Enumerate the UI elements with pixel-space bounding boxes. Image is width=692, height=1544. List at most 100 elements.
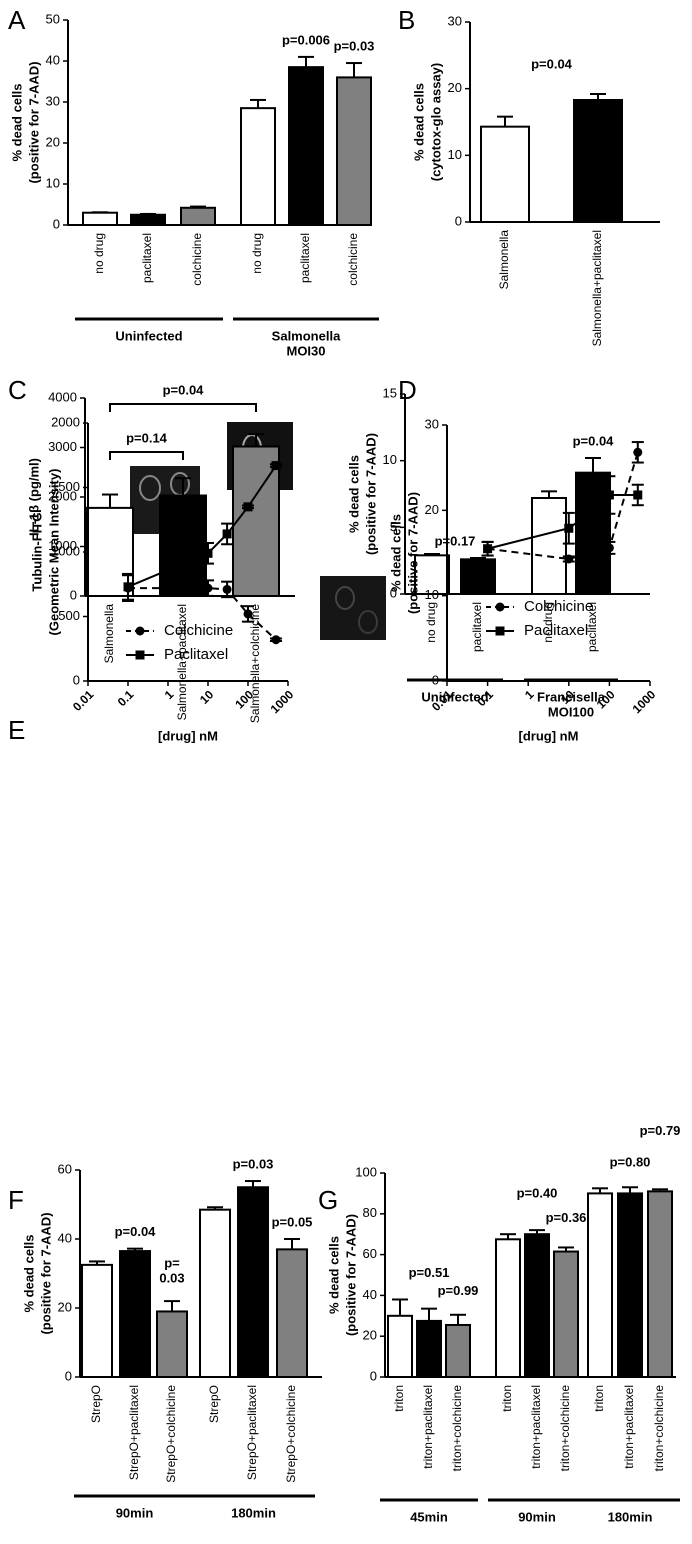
- bar: [495, 1238, 521, 1379]
- y-tick-label: 40: [46, 52, 60, 67]
- category-label: no drug: [250, 233, 264, 274]
- y-tick-label: 30: [448, 13, 462, 28]
- y-tick-label: 1500: [51, 479, 80, 494]
- y-axis-label: % dead cells: [388, 514, 403, 592]
- group-label: Uninfected: [115, 328, 182, 343]
- marker: [564, 523, 574, 533]
- x-axis-label: [drug] nM: [519, 728, 579, 743]
- bar: [82, 211, 118, 226]
- bar: [288, 66, 324, 227]
- group-label: 45min: [410, 1509, 448, 1524]
- p-value: p=0.80: [610, 1155, 651, 1170]
- bar: [276, 1248, 308, 1378]
- bar: [460, 558, 496, 595]
- group-label: 90min: [116, 1505, 154, 1520]
- group-label: 90min: [518, 1509, 556, 1524]
- group-label: MOI30: [286, 343, 325, 358]
- category-label: StrepO+colchicine: [284, 1385, 298, 1483]
- y-tick-label: 0: [53, 216, 60, 231]
- y-axis-label: (positive for 7-AAD): [343, 1214, 358, 1336]
- p-value: p=0.04: [115, 1224, 157, 1239]
- category-label: triton+paclitaxel: [529, 1385, 543, 1469]
- p-value: p=0.05: [272, 1214, 313, 1229]
- x-tick-label: 1000: [268, 687, 297, 716]
- y-axis-label: % dead cells: [346, 455, 361, 533]
- marker: [495, 602, 505, 612]
- p-value: p=0.17: [435, 533, 476, 548]
- y-tick-label: 15: [383, 385, 397, 400]
- bar: [240, 107, 276, 226]
- y-tick-label: 3000: [48, 439, 77, 454]
- marker: [222, 584, 232, 594]
- bar: [524, 1233, 550, 1378]
- y-tick-label: 20: [58, 1299, 72, 1314]
- marker: [633, 447, 643, 457]
- y-axis-label: % dead cells: [9, 83, 24, 161]
- marker: [271, 461, 281, 471]
- panel-letter: G: [318, 1185, 338, 1215]
- y-axis-label: (positive for 7-AAD): [405, 492, 420, 614]
- y-tick-label: 50: [46, 11, 60, 26]
- p-value: p=0.40: [517, 1186, 558, 1201]
- category-label: triton+paclitaxel: [421, 1385, 435, 1469]
- x-tick-label: 0.01: [70, 687, 97, 714]
- comparison-bracket: [109, 451, 184, 460]
- bar: [480, 125, 530, 223]
- y-tick-label: 100: [355, 1164, 377, 1179]
- marker: [564, 554, 574, 564]
- y-axis-label: (cytotox-glo assay): [428, 63, 443, 181]
- y-tick-label: 1000: [48, 538, 77, 553]
- category-label: triton+colchicine: [558, 1385, 572, 1472]
- marker: [203, 548, 213, 558]
- bar: [336, 76, 372, 227]
- category-label: Salmonella: [497, 230, 511, 290]
- y-axis-label: (positive for 7-AAD): [363, 433, 378, 555]
- y-axis-label: % dead cells: [326, 1236, 341, 1314]
- legend-label: Colchicine: [524, 598, 593, 615]
- bar: [617, 1192, 643, 1379]
- panel-letter: F: [8, 1185, 24, 1215]
- y-axis-label: Tubulin-FITC: [29, 512, 44, 592]
- y-tick-label: 0: [73, 672, 80, 687]
- y-tick-label: 60: [363, 1246, 377, 1261]
- marker: [123, 582, 133, 592]
- y-tick-label: 0: [370, 1368, 377, 1383]
- x-tick-label: 10: [197, 687, 217, 707]
- category-label: Salmonella+paclitaxel: [590, 230, 604, 346]
- y-tick-label: 5: [390, 519, 397, 534]
- bar: [573, 99, 623, 223]
- group-label: 180min: [231, 1505, 276, 1520]
- category-label: triton+colchicine: [652, 1385, 666, 1472]
- bar: [553, 1250, 579, 1379]
- x-tick-label: 0.1: [115, 687, 137, 709]
- p-value: p=0.04: [163, 382, 205, 397]
- category-label: paclitaxel: [298, 233, 312, 283]
- y-tick-label: 0: [65, 1368, 72, 1383]
- y-axis-label: (Geometric Mean Intensity): [46, 469, 61, 636]
- y-axis-label: IL-1β (pg/ml): [26, 458, 41, 536]
- x-axis-label: [drug] nM: [158, 728, 218, 743]
- group-label: Salmonella: [272, 328, 341, 343]
- bar: [445, 1323, 471, 1378]
- marker: [604, 490, 614, 500]
- category-label: colchicine: [346, 233, 360, 286]
- y-tick-label: 0: [455, 213, 462, 228]
- y-tick-label: 30: [425, 416, 439, 431]
- y-tick-label: 4000: [48, 389, 77, 404]
- bar: [237, 1186, 269, 1378]
- y-tick-label: 20: [448, 80, 462, 95]
- category-label: triton: [392, 1385, 406, 1412]
- cell: [335, 586, 355, 610]
- y-axis-label: % dead cells: [21, 1234, 36, 1312]
- y-tick-label: 0: [432, 672, 439, 687]
- marker: [203, 583, 213, 593]
- p-value: 0.03: [159, 1271, 184, 1286]
- y-tick-label: 20: [363, 1328, 377, 1343]
- category-label: triton+paclitaxel: [622, 1385, 636, 1469]
- y-axis-label: (positive for 7-AAD): [38, 1212, 53, 1334]
- y-tick-label: 10: [425, 587, 439, 602]
- y-tick-label: 2000: [48, 488, 77, 503]
- category-label: triton: [592, 1385, 606, 1412]
- legend-label: Paclitaxel: [164, 646, 228, 663]
- bar: [647, 1190, 673, 1378]
